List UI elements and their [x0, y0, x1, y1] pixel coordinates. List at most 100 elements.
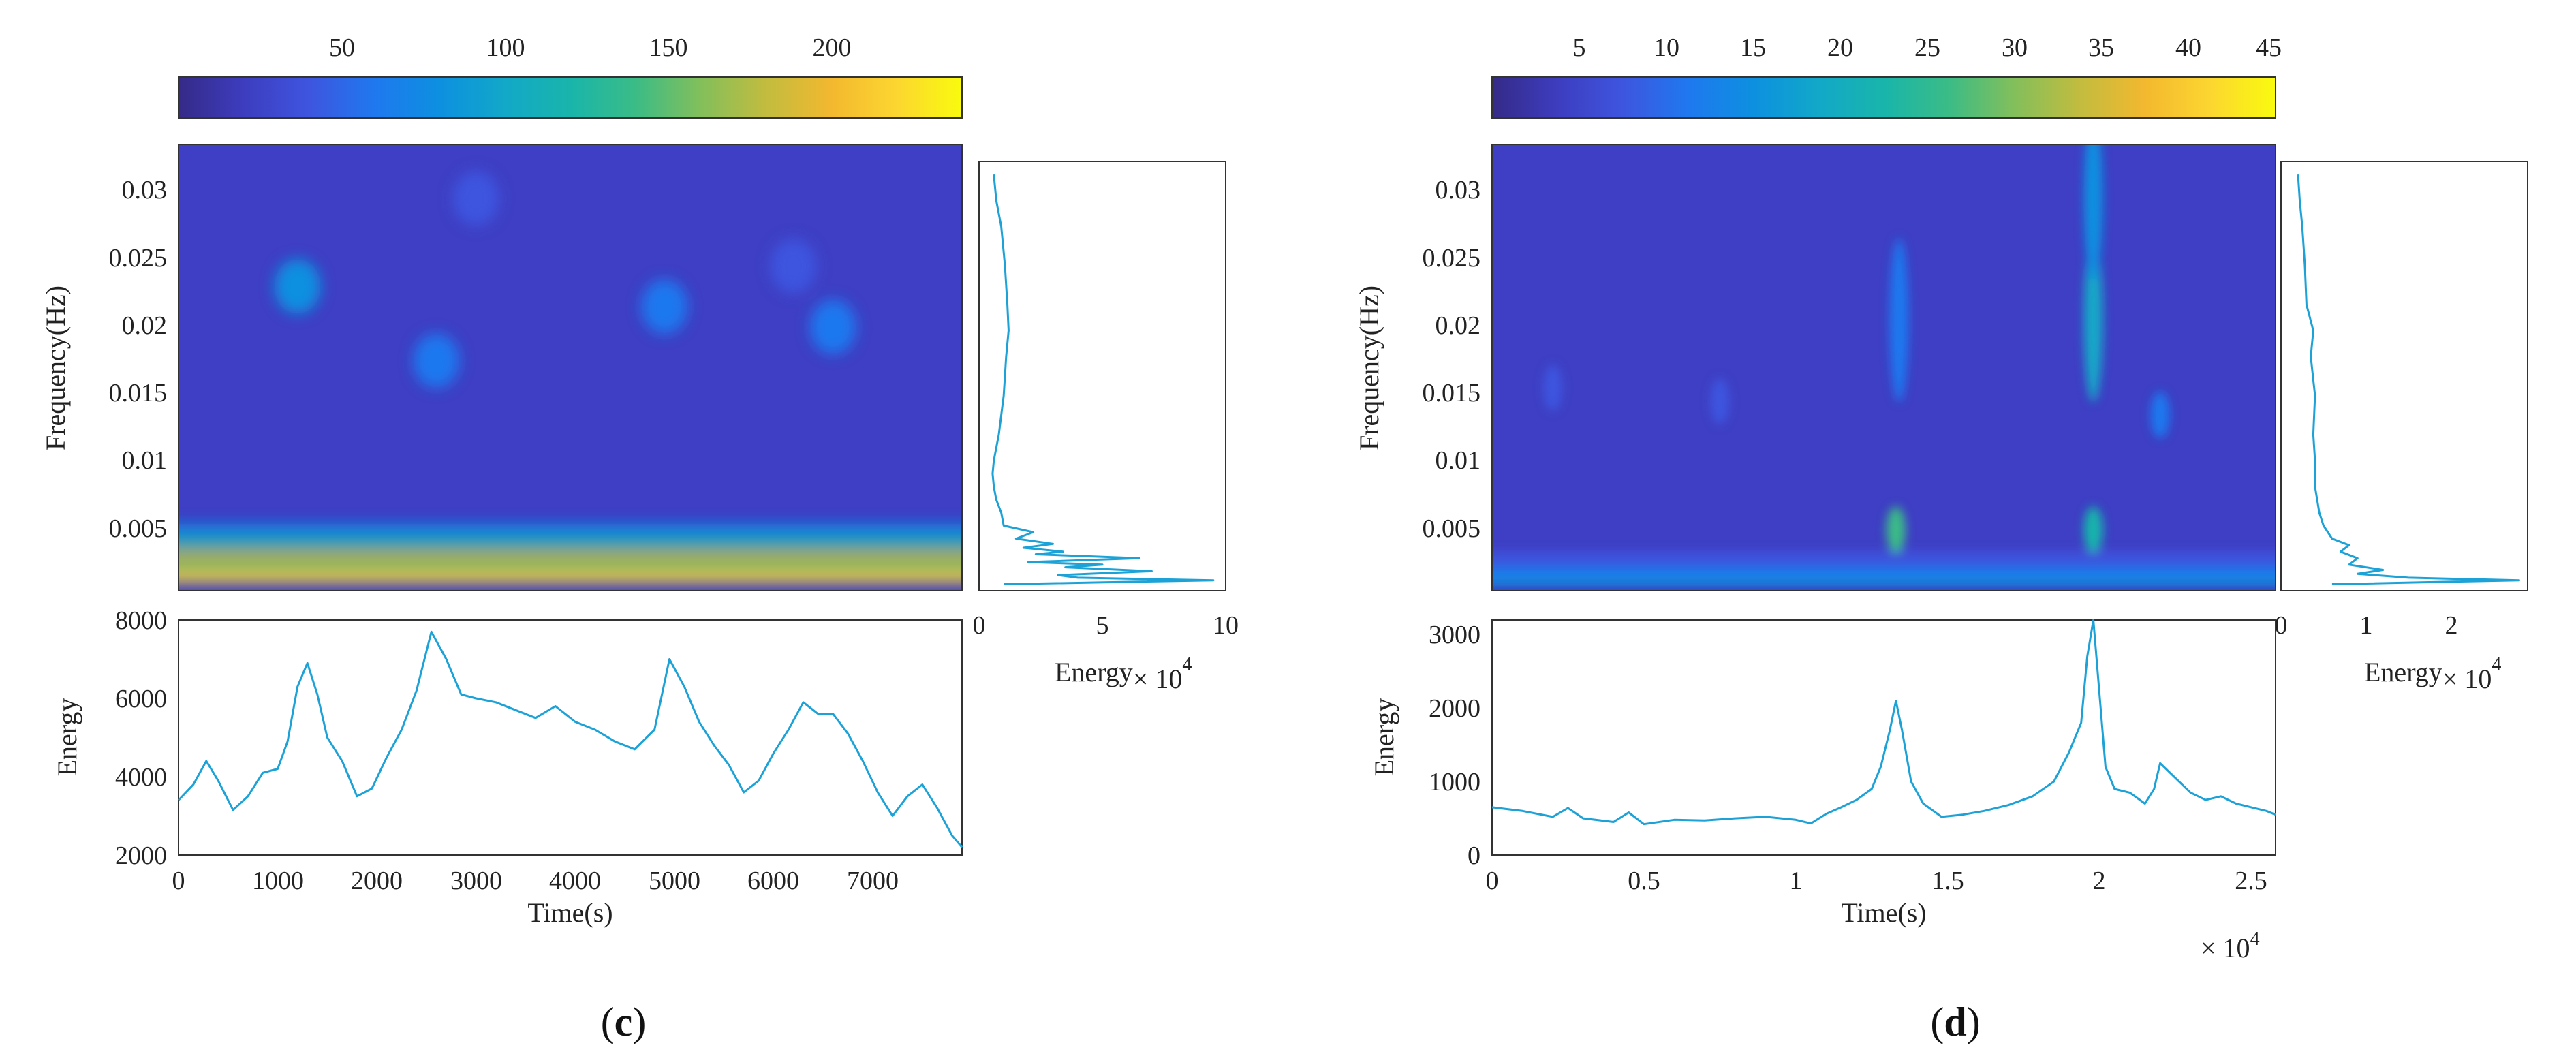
- heatmap-d: Frequency(Hz) 0.005 0.01 0.015 0.02 0.02…: [1354, 144, 2276, 591]
- heatmap-c-ytick: 0.02: [122, 311, 168, 340]
- time-energy-d-xtick: 1: [1790, 867, 1803, 895]
- time-energy-d-exponent: × 10: [2201, 933, 2250, 963]
- heatmap-c-band: [179, 550, 962, 563]
- heatmap-c: Frequency(Hz) 0.005 0.01 0.015 0.02 0.02…: [40, 144, 963, 591]
- side-energy-c-exponent: × 10: [1133, 664, 1183, 694]
- side-energy-c-xtick: 5: [1096, 611, 1109, 640]
- heatmap-c-ytick: 0.03: [122, 176, 168, 204]
- heatmap-c-blob: [809, 299, 856, 354]
- heatmap-d-band: [1492, 574, 2276, 587]
- colorbar-c-tick: 100: [486, 33, 525, 62]
- side-energy-d-exponent-power: 4: [2492, 654, 2501, 675]
- time-energy-d-ytick: 3000: [1429, 621, 1480, 649]
- colorbar-d-bar: [1491, 76, 2276, 119]
- colorbar-c-tick: 50: [329, 33, 355, 62]
- panel-c: 50 100 150 200 Frequency(Hz) 0.005 0.01 …: [40, 33, 1239, 1044]
- caption-c: c: [615, 999, 633, 1044]
- colorbar-c-tick: 200: [813, 33, 852, 62]
- time-energy-d-xtick: 0.5: [1628, 867, 1660, 895]
- colorbar-d-tick: 25: [1914, 33, 1940, 62]
- heatmap-d-band: [1492, 564, 2276, 577]
- heatmap-d-band: [1492, 550, 2276, 563]
- heatmap-c-ytick: 0.025: [109, 244, 168, 273]
- colorbar-d-ticks: 5 10 15 20 25 30 35 40 45: [1573, 33, 2282, 62]
- time-energy-c-ytick: 4000: [115, 763, 167, 792]
- heatmap-c-yticks: 0.005 0.01 0.015 0.02 0.025 0.03: [109, 176, 168, 543]
- side-energy-c-xtick: 10: [1213, 611, 1239, 640]
- colorbar-c: 50 100 150 200: [178, 33, 963, 119]
- time-energy-c-xtick: 4000: [549, 867, 601, 895]
- svg-text:Energy× 104: Energy× 104: [2364, 654, 2501, 694]
- heatmap-d-ytick: 0.02: [1436, 311, 1481, 340]
- time-energy-c-xtick: 6000: [747, 867, 799, 895]
- heatmap-d-ylabel: Frequency(Hz): [1354, 285, 1384, 450]
- heatmap-d-blob: [1543, 364, 1563, 411]
- time-energy-d-ytick: 0: [1468, 841, 1480, 870]
- side-energy-c-xtick: 0: [973, 611, 986, 640]
- heatmap-c-blob: [641, 279, 688, 335]
- heatmap-d-blob: [1886, 506, 1906, 553]
- colorbar-d-tick: 15: [1740, 33, 1766, 62]
- svg-text:× 104: × 104: [2201, 929, 2260, 963]
- side-energy-d-exponent: × 10: [2442, 664, 2492, 694]
- colorbar-c-tick: 150: [649, 33, 688, 62]
- heatmap-c-blob: [452, 171, 499, 226]
- time-energy-c-xtick: 3000: [450, 867, 502, 895]
- time-energy-c-xtick: 2000: [351, 867, 403, 895]
- colorbar-d-tick: 30: [2002, 33, 2028, 62]
- heatmap-d-blob: [2083, 238, 2103, 403]
- heatmap-c-blob: [413, 333, 460, 388]
- heatmap-d-ytick: 0.03: [1436, 176, 1481, 204]
- heatmap-d-ytick: 0.025: [1423, 244, 1481, 273]
- svg-text:(c): (c): [601, 999, 647, 1044]
- heatmap-c-blob: [770, 238, 817, 294]
- heatmap-d-blob: [1710, 378, 1730, 425]
- side-energy-c: 0 5 10 Energy× 104: [973, 161, 1239, 694]
- side-energy-c-xlabel: Energy: [1055, 657, 1133, 687]
- side-energy-d-xtick: 1: [2360, 611, 2373, 640]
- time-energy-c-xtick: 5000: [649, 867, 700, 895]
- heatmap-d-blob: [2083, 506, 2103, 553]
- heatmap-c-band: [179, 560, 962, 573]
- time-energy-c-xtick: 7000: [847, 867, 899, 895]
- time-energy-d-ylabel: Energy: [1369, 698, 1399, 777]
- heatmap-d-ytick: 0.01: [1436, 446, 1481, 475]
- side-energy-d-xtick: 0: [2275, 611, 2288, 640]
- time-energy-d-xtick: 0: [1486, 867, 1499, 895]
- heatmap-c-ytick: 0.015: [109, 379, 168, 407]
- heatmap-c-blob: [274, 259, 321, 314]
- time-energy-c-xtick: 0: [172, 867, 185, 895]
- colorbar-d-tick: 20: [1827, 33, 1853, 62]
- side-energy-c-trace: [991, 174, 1215, 585]
- colorbar-c-ticks: 50 100 150 200: [329, 33, 852, 62]
- colorbar-c-bar: [178, 76, 963, 119]
- time-energy-d: Energy 0 1000 2000 3000 0 0.5 1 1.5 2 2.…: [1369, 619, 2276, 963]
- side-energy-d-trace: [2297, 174, 2520, 585]
- time-energy-d-xtick: 1.5: [1931, 867, 1964, 895]
- heatmap-c-band: [179, 571, 962, 584]
- heatmap-c-band: [179, 537, 962, 550]
- side-energy-d: 0 1 2 Energy× 104: [2275, 161, 2528, 694]
- time-energy-c-ytick: 2000: [115, 841, 167, 870]
- heatmap-d-blob: [2150, 391, 2170, 438]
- heatmap-c-ytick: 0.01: [122, 446, 168, 475]
- side-energy-c-exponent-power: 4: [1182, 654, 1192, 675]
- heatmap-c-band: [179, 523, 962, 536]
- colorbar-d-tick: 10: [1654, 33, 1679, 62]
- time-energy-d-exponent-power: 4: [2250, 929, 2260, 950]
- heatmap-c-ytick: 0.005: [109, 514, 168, 543]
- time-energy-d-trace: [1491, 619, 2276, 826]
- colorbar-d: 5 10 15 20 25 30 35 40 45: [1491, 33, 2282, 119]
- time-energy-d-xtick: 2: [2093, 867, 2106, 895]
- time-energy-d-ytick: 2000: [1429, 694, 1480, 723]
- colorbar-d-tick: 35: [2088, 33, 2114, 62]
- caption-d: d: [1944, 999, 1966, 1044]
- heatmap-d-ytick: 0.015: [1423, 379, 1481, 407]
- colorbar-d-tick: 40: [2175, 33, 2201, 62]
- time-energy-c-ytick: 6000: [115, 685, 167, 713]
- time-energy-c-ytick: 8000: [115, 606, 167, 635]
- heatmap-d-ytick: 0.005: [1423, 514, 1481, 543]
- time-energy-c-xlabel: Time(s): [527, 897, 612, 928]
- panel-d: 5 10 15 20 25 30 35 40 45 Frequency(Hz) …: [1354, 33, 2528, 1044]
- time-energy-d-xtick: 2.5: [2235, 867, 2267, 895]
